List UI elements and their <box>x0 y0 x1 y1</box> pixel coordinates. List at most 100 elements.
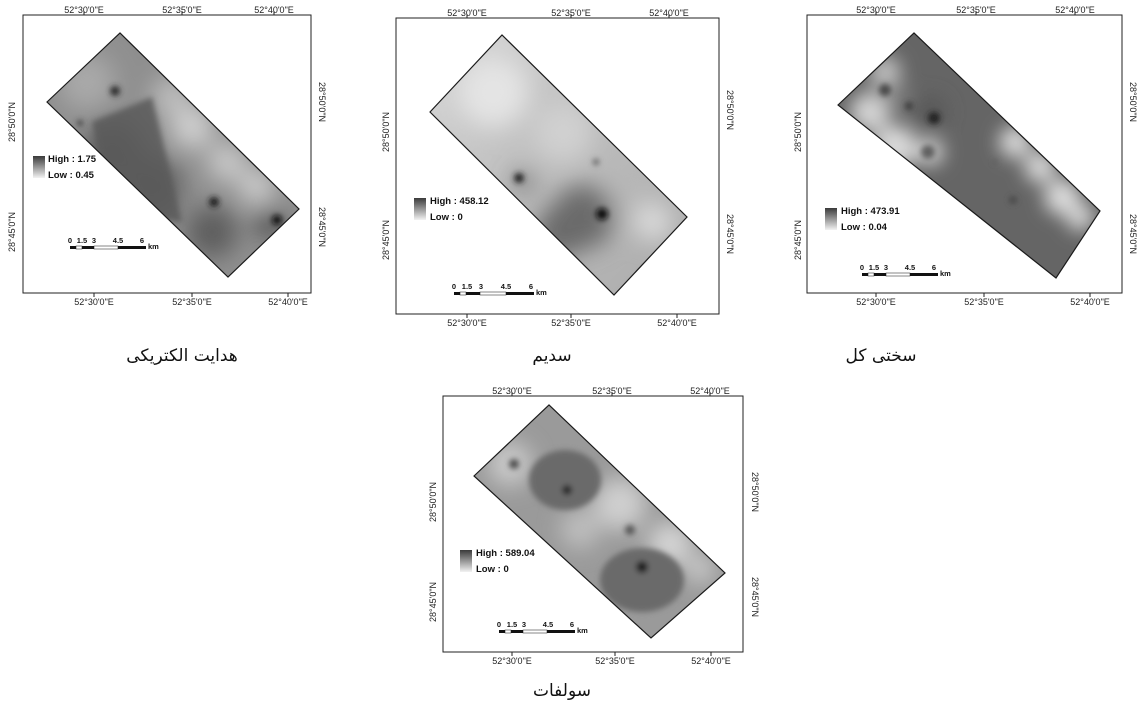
bottom-tick-label: 52°35'0"E <box>551 318 591 328</box>
bottom-tick-label: 52°35'0"E <box>172 297 212 307</box>
map-caption: هدایت الکتریکی <box>126 346 238 366</box>
bottom-tick-label: 52°40'0"E <box>1070 297 1110 307</box>
scale-unit: km <box>536 288 547 297</box>
scale-label: 1.5 <box>869 263 879 272</box>
scale-label: 1.5 <box>462 282 472 291</box>
bottom-tick-label: 52°35'0"E <box>595 656 635 666</box>
legend-low: Low : 0.04 <box>841 222 888 233</box>
scale-label: 3 <box>884 263 888 272</box>
map-caption: سدیم <box>532 346 572 366</box>
legend: High : 473.91 Low : 0.04 <box>825 206 900 233</box>
left-tick-label: 28°45'0"N <box>7 212 17 252</box>
left-tick-label: 28°50'0"N <box>428 482 438 522</box>
bottom-tick-label: 52°30'0"E <box>856 297 896 307</box>
bottom-tick-label: 52°35'0"E <box>964 297 1004 307</box>
scale-label: 3 <box>92 236 96 245</box>
top-tick-label: 52°40'0"E <box>254 5 294 15</box>
legend-color-ramp <box>33 156 45 178</box>
bottom-tick-label: 52°40'0"E <box>657 318 697 328</box>
scale-label: 1.5 <box>77 236 87 245</box>
legend-high: High : 458.12 <box>430 196 489 207</box>
right-tick-label: 28°50'0"N <box>750 472 760 512</box>
bottom-tick-label: 52°30'0"E <box>447 318 487 328</box>
right-tick-label: 28°50'0"N <box>1128 82 1138 122</box>
scale-label: 0 <box>68 236 72 245</box>
scale-label: 4.5 <box>905 263 915 272</box>
right-tick-label: 28°45'0"N <box>317 207 327 247</box>
bottom-tick-label: 52°30'0"E <box>492 656 532 666</box>
scale-bar: 0 1.5 3 4.5 6 km <box>497 620 588 635</box>
scale-label: 0 <box>860 263 864 272</box>
map-figure: 52°30'0"E 52°35'0"E 52°40'0"E 52°30'0"E … <box>428 386 760 666</box>
map-caption: سولفات <box>533 681 591 701</box>
bottom-tick-label: 52°30'0"E <box>74 297 114 307</box>
top-tick-label: 52°35'0"E <box>162 5 202 15</box>
scale-unit: km <box>940 269 951 278</box>
scale-label: 6 <box>570 620 574 629</box>
map-sodium: 52°30'0"E 52°35'0"E 52°40'0"E 52°30'0"E … <box>381 2 735 332</box>
map-figure: 52°30'0"E 52°35'0"E 52°40'0"E 52°30'0"E … <box>381 8 735 328</box>
left-tick-label: 28°50'0"N <box>793 112 803 152</box>
legend-color-ramp <box>414 198 426 220</box>
left-tick-label: 28°50'0"N <box>381 112 391 152</box>
right-tick-label: 28°50'0"N <box>317 82 327 122</box>
map-caption: سختی کل <box>845 346 917 366</box>
legend-color-ramp <box>825 208 837 230</box>
top-tick-label: 52°30'0"E <box>64 5 104 15</box>
scale-label: 3 <box>522 620 526 629</box>
study-area-outline <box>46 32 300 278</box>
scale-bar: 0 1.5 3 4.5 6 km <box>860 263 951 278</box>
right-tick-label: 28°45'0"N <box>725 214 735 254</box>
study-area-outline <box>837 32 1101 279</box>
left-tick-label: 28°45'0"N <box>381 220 391 260</box>
scale-label: 1.5 <box>507 620 517 629</box>
scale-label: 4.5 <box>501 282 511 291</box>
scale-unit: km <box>148 242 159 251</box>
top-tick-label: 52°40'0"E <box>690 386 730 396</box>
right-tick-label: 28°45'0"N <box>1128 214 1138 254</box>
scale-label: 0 <box>497 620 501 629</box>
left-tick-label: 28°45'0"N <box>428 582 438 622</box>
scale-bar: 0 1.5 3 4.5 6 km <box>452 282 547 297</box>
bottom-tick-label: 52°40'0"E <box>268 297 308 307</box>
study-area-outline <box>473 404 726 639</box>
legend-high: High : 473.91 <box>841 206 900 217</box>
top-tick-label: 52°30'0"E <box>492 386 532 396</box>
legend-low: Low : 0 <box>430 212 463 223</box>
legend-high: High : 589.04 <box>476 548 535 559</box>
legend: High : 1.75 Low : 0.45 <box>33 154 97 181</box>
scale-label: 4.5 <box>543 620 553 629</box>
map-sulfate: 52°30'0"E 52°35'0"E 52°40'0"E 52°30'0"E … <box>428 384 760 672</box>
top-tick-label: 52°35'0"E <box>592 386 632 396</box>
scale-bar: 0 1.5 3 4.5 6 km <box>68 236 159 251</box>
bottom-tick-label: 52°40'0"E <box>691 656 731 666</box>
legend-low: Low : 0 <box>476 564 509 575</box>
left-tick-label: 28°45'0"N <box>793 220 803 260</box>
scale-label: 6 <box>140 236 144 245</box>
legend: High : 589.04 Low : 0 <box>460 548 535 575</box>
top-tick-label: 52°40'0"E <box>1055 5 1095 15</box>
scale-unit: km <box>577 626 588 635</box>
legend-low: Low : 0.45 <box>48 170 95 181</box>
top-tick-label: 52°35'0"E <box>551 8 591 18</box>
map-total-hardness: 52°30'0"E 52°35'0"E 52°40'0"E 52°30'0"E … <box>790 2 1138 312</box>
study-area-outline <box>429 34 688 296</box>
map-figure: 52°30'0"E 52°35'0"E 52°40'0"E 52°30'0"E … <box>793 5 1138 307</box>
map-electrical-conductivity: 52°30'0"E 52°35'0"E 52°40'0"E 52°30'0"E … <box>7 2 332 312</box>
legend-color-ramp <box>460 550 472 572</box>
scale-label: 0 <box>452 282 456 291</box>
scale-label: 6 <box>529 282 533 291</box>
top-tick-label: 52°40'0"E <box>649 8 689 18</box>
right-tick-label: 28°45'0"N <box>750 577 760 617</box>
right-tick-label: 28°50'0"N <box>725 90 735 130</box>
scale-label: 6 <box>932 263 936 272</box>
legend: High : 458.12 Low : 0 <box>414 196 489 223</box>
top-tick-label: 52°35'0"E <box>956 5 996 15</box>
left-tick-label: 28°50'0"N <box>7 102 17 142</box>
map-figure: 52°30'0"E 52°35'0"E 52°40'0"E 52°30'0"E … <box>7 5 327 307</box>
legend-high: High : 1.75 <box>48 154 97 165</box>
scale-label: 3 <box>479 282 483 291</box>
top-tick-label: 52°30'0"E <box>447 8 487 18</box>
top-tick-label: 52°30'0"E <box>856 5 896 15</box>
scale-label: 4.5 <box>113 236 123 245</box>
